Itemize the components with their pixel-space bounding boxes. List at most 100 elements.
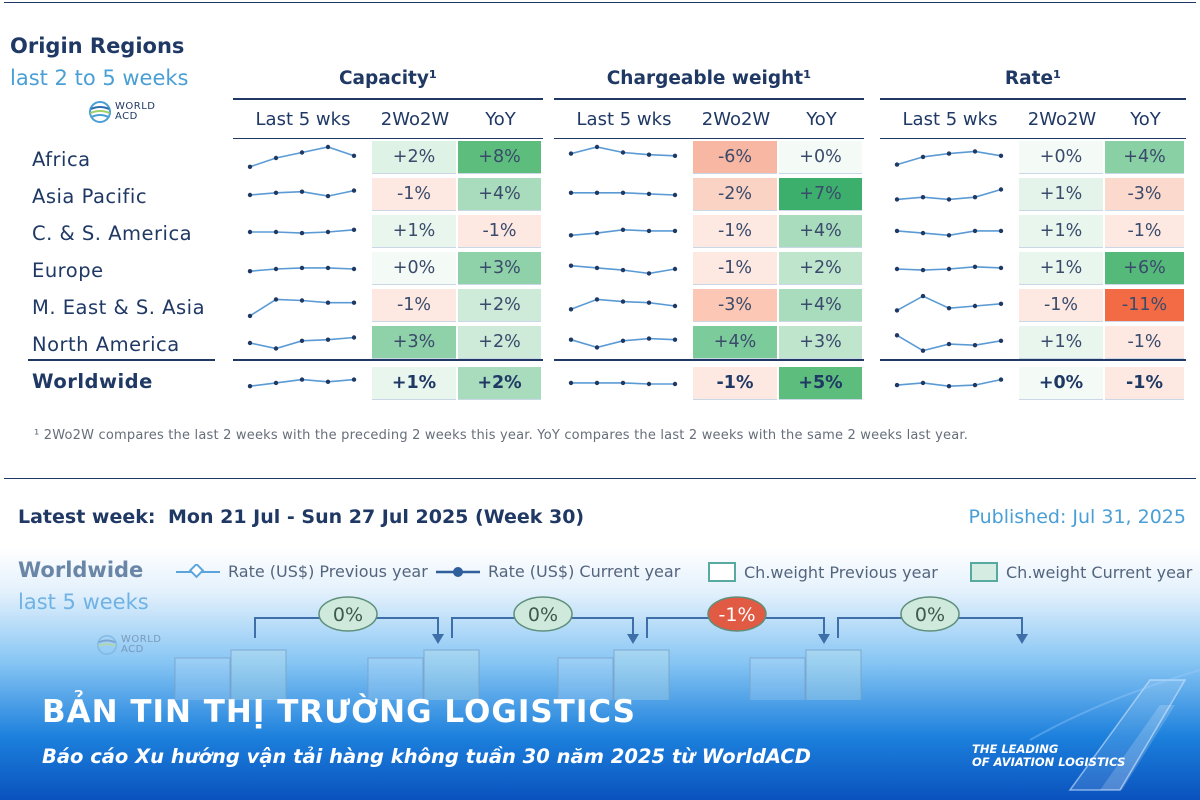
cell-weight-yoy: +7% xyxy=(779,178,862,211)
sparkline-point xyxy=(247,313,253,319)
group-line-chargeable-weight xyxy=(554,98,864,100)
change-badge xyxy=(707,596,767,632)
sparkline-rate xyxy=(894,187,1004,202)
cell-weight-yoy: +5% xyxy=(779,367,862,400)
cell-capacity-2wo2w: -1% xyxy=(372,178,456,211)
sparkline-point xyxy=(972,264,978,269)
sparkline-point xyxy=(672,303,678,309)
cell-capacity-yoy: +8% xyxy=(458,141,541,174)
sparkline-weight xyxy=(568,190,678,198)
cell-capacity-yoy: +3% xyxy=(458,252,541,285)
group-line-rate xyxy=(880,98,1186,100)
top-rule xyxy=(4,2,1196,3)
sparkline-capacity xyxy=(247,144,357,169)
sparkline-point xyxy=(672,228,678,234)
cell-capacity-yoy: +2% xyxy=(458,289,541,322)
sparkline-point xyxy=(568,233,574,238)
sparkline-point xyxy=(568,151,574,156)
cell-capacity-2wo2w: -1% xyxy=(372,289,456,322)
cell-weight-2wo2w: -3% xyxy=(693,289,777,322)
sparkline-point xyxy=(972,343,978,348)
region-worldwide: Worldwide xyxy=(32,370,153,393)
sparkline-rate xyxy=(894,333,1004,353)
cell-capacity-yoy: +2% xyxy=(458,367,541,400)
arrow-down-icon xyxy=(627,634,639,644)
chweight-previous-bar xyxy=(174,657,231,700)
page-title: Origin Regions xyxy=(10,34,185,58)
sparkline-point xyxy=(325,229,331,235)
col-header-yoy-rate: YoY xyxy=(1130,109,1161,130)
legend-rate-previous-year: Rate (US$) Previous year xyxy=(176,562,428,581)
sparkline-point xyxy=(299,150,305,155)
sparkline-point xyxy=(568,307,574,312)
cell-rate-2wo2w: +1% xyxy=(1019,215,1103,248)
sparkline-point xyxy=(325,300,331,305)
sparkline-point xyxy=(594,297,600,302)
logo-line1: WORLD xyxy=(121,634,162,645)
sparkline-point xyxy=(920,195,926,200)
sparkline-point xyxy=(998,187,1004,192)
cell-rate-2wo2w: +1% xyxy=(1019,326,1103,359)
cell-rate-yoy: -3% xyxy=(1105,178,1184,211)
sparkline-point xyxy=(299,298,305,303)
sparkline-point xyxy=(299,338,305,343)
legend-rate-current-year: Rate (US$) Current year xyxy=(436,562,680,581)
sparkline-point xyxy=(646,228,652,234)
sparkline-point xyxy=(351,153,357,158)
region-cs-america: C. & S. America xyxy=(32,222,193,245)
sparkline-point xyxy=(946,233,952,238)
sparkline-point xyxy=(594,265,600,271)
legend-label: Rate (US$) Current year xyxy=(488,562,681,581)
cell-capacity-2wo2w: +0% xyxy=(372,252,456,285)
sparkline-weight xyxy=(568,336,678,350)
legend-chweight-current-year: Ch.weight Current year xyxy=(970,562,1192,582)
sparkline-point xyxy=(894,266,900,272)
sparkline-point xyxy=(894,228,900,234)
tagline-line2: OF AVIATION LOGISTICS xyxy=(972,755,1126,769)
cell-weight-yoy: +0% xyxy=(779,141,862,174)
change-badge xyxy=(900,596,960,632)
cell-rate-yoy: -1% xyxy=(1105,326,1184,359)
worldwide-divider-capacity xyxy=(233,359,543,361)
logo-line2: ACD xyxy=(121,644,144,655)
sparkline-weight xyxy=(568,227,678,238)
sparkline-rate xyxy=(894,377,1004,389)
logo-line2: ACD xyxy=(115,111,138,122)
sparkline-point xyxy=(594,380,600,386)
col-header-last5-rate: Last 5 wks xyxy=(902,109,998,130)
worldwide-divider-weight xyxy=(554,359,864,361)
cell-rate-yoy: -11% xyxy=(1105,289,1184,322)
arrow-down-icon xyxy=(818,634,830,644)
legend-label: Rate (US$) Previous year xyxy=(228,562,428,581)
cell-weight-yoy: +4% xyxy=(779,289,862,322)
sparkline-point xyxy=(620,380,626,386)
sparkline-point xyxy=(620,299,626,304)
sparkline-point xyxy=(325,144,331,150)
sparkline-point xyxy=(351,300,357,305)
sparkline-rate xyxy=(894,149,1004,167)
sparkline-point xyxy=(325,265,331,271)
group-line-capacity xyxy=(233,98,543,100)
region-middle-east-south-asia: M. East & S. Asia xyxy=(32,296,206,319)
cell-capacity-2wo2w: +1% xyxy=(372,367,456,400)
region-africa: Africa xyxy=(32,148,91,171)
sparkline-point xyxy=(568,337,574,342)
col-header-2wo2w-capacity: 2Wo2W xyxy=(380,109,450,130)
group-title-capacity: Capacity¹ xyxy=(338,68,438,89)
sparkline-point xyxy=(247,340,253,346)
sparkline-point xyxy=(946,384,952,389)
worldwide-weekly-chart: 0% 0% -1% 0% xyxy=(174,596,1028,700)
sparkline-point xyxy=(972,195,978,200)
header-underline-weight xyxy=(554,138,864,139)
worldacd-logo-faded: WORLD ACD xyxy=(96,634,161,656)
col-header-yoy-capacity: YoY xyxy=(485,109,516,130)
cell-weight-yoy: +3% xyxy=(779,326,862,359)
cell-rate-2wo2w: +0% xyxy=(1019,141,1103,174)
sparkline-point xyxy=(946,266,952,272)
sparkline-point xyxy=(972,149,978,154)
sparkline-point xyxy=(894,197,900,202)
sparkline-point xyxy=(894,308,900,313)
cell-capacity-2wo2w: +3% xyxy=(372,326,456,359)
sparkline-point xyxy=(299,189,305,194)
legend-label: Ch.weight Previous year xyxy=(744,562,938,582)
